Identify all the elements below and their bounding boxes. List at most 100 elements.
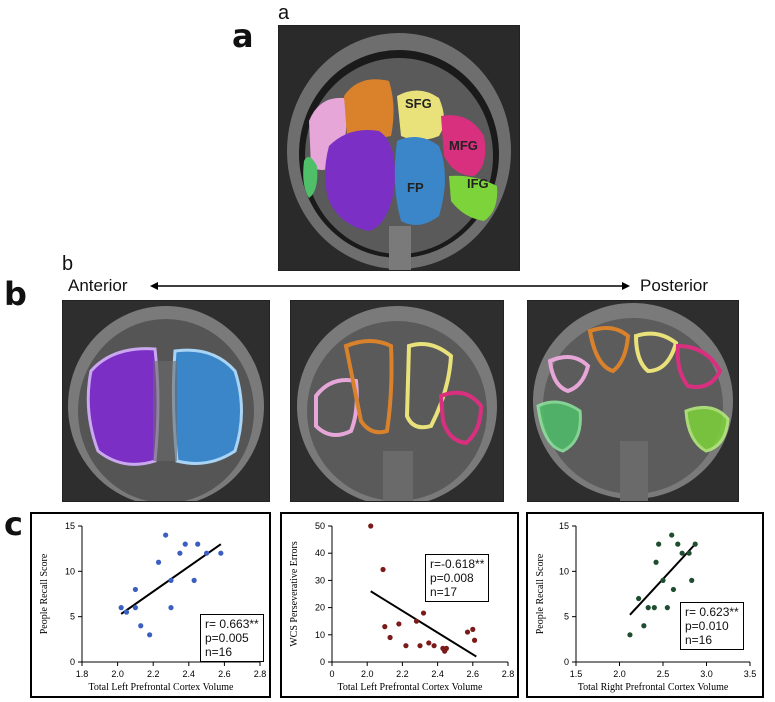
y-tick-label: 0	[320, 657, 325, 667]
sub-letter-a: a	[278, 2, 290, 24]
data-point	[420, 610, 427, 616]
anterior-posterior-arrow	[150, 282, 630, 290]
x-tick-label: 2.6	[467, 669, 480, 679]
data-point	[387, 634, 393, 641]
x-tick-label: 2.8	[254, 669, 267, 679]
stat-annotation-2: r=-0.618** p=0.008 n=17	[425, 554, 490, 602]
anterior-label: Anterior	[68, 276, 128, 295]
data-point	[679, 550, 685, 556]
data-point	[195, 541, 201, 547]
panel-letter-a: a	[232, 17, 254, 55]
x-tick-label: 2.0	[613, 669, 626, 679]
data-point	[636, 595, 642, 602]
panel-letter-b: b	[4, 275, 27, 313]
data-point	[155, 559, 162, 565]
region-label-ifg: IFG	[467, 176, 489, 191]
region-label-mfg: MFG	[449, 138, 478, 153]
x-tick-label: 0	[329, 669, 334, 679]
data-point	[123, 609, 130, 615]
y-tick-label: 10	[65, 566, 75, 576]
data-point	[426, 640, 432, 646]
data-point	[382, 624, 388, 630]
y-tick-label: 5	[70, 612, 75, 622]
data-point	[431, 643, 437, 649]
scatter-plot-3: 1.5 2.0 2.5 3.0 3.5 0 5 10 15 Total Right Prefron…	[526, 512, 764, 698]
x-tick-label: 1.5	[570, 669, 583, 679]
scatter-plot-2: 0 2.0 2.2 2.4 2.6 2.8 0 10 20 30 40 50 Total Left Pr…	[280, 512, 519, 698]
x-tick-label: 2.0	[361, 669, 374, 679]
x-axis-label: Total Left Prefrontal Cortex Volume	[337, 682, 483, 693]
y-tick-label: 30	[315, 575, 325, 585]
x-tick-label: 2.5	[657, 669, 670, 679]
data-point	[380, 566, 386, 573]
x-axis-label: Total Left Prefrontal Cortex Volume	[88, 682, 234, 693]
data-point	[664, 605, 670, 611]
scatter-plot-1: 1.8 2.0 2.2 2.4 2.6 2.8 0 5 10 15 Total Left Prefr…	[30, 512, 271, 698]
y-tick-label: 20	[315, 603, 325, 613]
y-tick-label: 15	[559, 521, 569, 531]
region-label-fp: FP	[407, 180, 424, 195]
y-tick-label: 40	[315, 548, 325, 558]
mri-coronal-segmentation: SFG MFG FP IFG	[278, 25, 520, 271]
x-tick-label: 2.2	[396, 669, 409, 679]
data-point	[627, 632, 633, 638]
data-point	[413, 618, 420, 624]
y-tick-label: 10	[315, 630, 325, 640]
stat-p-1: p=0.005	[205, 631, 249, 645]
stat-n-1: n=16	[205, 645, 233, 659]
data-point	[686, 550, 692, 556]
data-point	[641, 623, 647, 629]
panel-letter-c: c	[4, 505, 23, 543]
y-axis-label: WCS Perseverative Errors	[289, 541, 300, 647]
y-tick-label: 5	[564, 612, 569, 622]
data-point	[656, 541, 662, 547]
data-point	[138, 623, 144, 629]
data-point	[660, 577, 666, 583]
region-label-sfg: SFG	[405, 96, 432, 111]
data-point	[471, 637, 478, 643]
mri-slice-middle	[290, 300, 504, 502]
data-point	[168, 577, 174, 583]
data-point	[670, 586, 677, 593]
stat-n-2: n=17	[430, 585, 458, 599]
x-tick-label: 2.6	[218, 669, 231, 679]
stat-annotation-1: r= 0.663** p=0.005 n=16	[200, 614, 264, 662]
data-point	[191, 577, 197, 583]
data-point	[692, 541, 698, 547]
data-point	[651, 605, 657, 611]
y-tick-label: 15	[65, 521, 75, 531]
data-point	[403, 643, 409, 649]
y-tick-label: 0	[70, 657, 75, 667]
posterior-label: Posterior	[640, 276, 709, 295]
data-point	[177, 550, 183, 556]
x-tick-label: 2.4	[431, 669, 444, 679]
y-axis-label: People Recall Score	[535, 553, 546, 634]
data-point	[163, 532, 169, 538]
data-point	[470, 626, 476, 632]
data-point	[218, 550, 224, 556]
data-point	[464, 629, 471, 635]
data-point	[675, 541, 681, 547]
stat-r-3: r= 0.623**	[685, 605, 739, 619]
data-point	[132, 605, 138, 611]
data-point	[368, 523, 374, 529]
data-point	[669, 532, 675, 538]
data-point	[653, 559, 659, 565]
stat-r-1: r= 0.663**	[205, 617, 259, 631]
regression-line	[370, 590, 477, 658]
stat-p-3: p=0.010	[685, 619, 729, 633]
x-tick-label: 2.0	[111, 669, 124, 679]
data-point	[132, 586, 138, 593]
stat-annotation-3: r= 0.623** p=0.010 n=16	[680, 602, 744, 650]
data-point	[443, 645, 449, 651]
x-tick-label: 2.2	[147, 669, 160, 679]
data-point	[645, 605, 651, 611]
y-tick-label: 0	[564, 657, 569, 667]
stat-p-2: p=0.008	[430, 571, 474, 585]
mri-slice-anterior	[62, 300, 270, 502]
mri-slice-posterior	[527, 300, 739, 502]
data-point	[204, 550, 210, 556]
y-tick-label: 50	[315, 521, 325, 531]
data-point	[118, 605, 124, 611]
x-tick-label: 3.0	[700, 669, 713, 679]
